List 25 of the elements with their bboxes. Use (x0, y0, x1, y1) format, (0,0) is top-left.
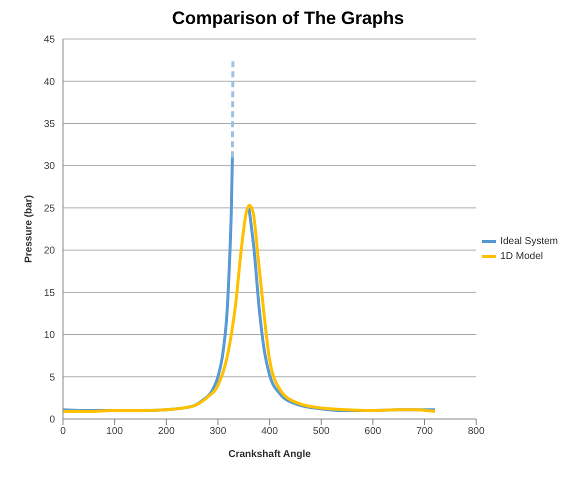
x-tick-label: 200 (158, 426, 176, 438)
x-tick-label: 300 (210, 426, 227, 438)
y-tick-label: 35 (44, 118, 56, 130)
y-tick-label: 40 (44, 76, 56, 88)
x-tick-label: 600 (364, 426, 382, 438)
y-tick-label: 5 (49, 372, 56, 384)
y-tick-label: 20 (44, 246, 56, 257)
x-tick-label: 0 (60, 426, 66, 438)
line-series (63, 204, 436, 413)
y-tick-label: 45 (44, 34, 56, 46)
legend-label: 1D Model (500, 251, 543, 262)
y-tick-label: 30 (44, 161, 56, 172)
y-tick-label: 15 (44, 288, 56, 299)
x-tick-label: 500 (312, 426, 330, 438)
y-tick-label: 10 (44, 330, 56, 342)
x-tick-label: 800 (468, 426, 485, 438)
x-tick-label: 100 (106, 426, 124, 438)
x-tick-label: 400 (261, 426, 278, 438)
y-tick-label: 25 (44, 203, 56, 214)
y-axis-title: Pressure (bar) (24, 195, 35, 263)
chart-title: Comparison of The Graphs (170, 8, 406, 29)
y-tick-label: 0 (49, 414, 56, 426)
legend-label: Ideal System (500, 236, 558, 247)
x-tick-label: 700 (416, 426, 434, 438)
x-axis-title: Crankshaft Angle (228, 449, 312, 460)
